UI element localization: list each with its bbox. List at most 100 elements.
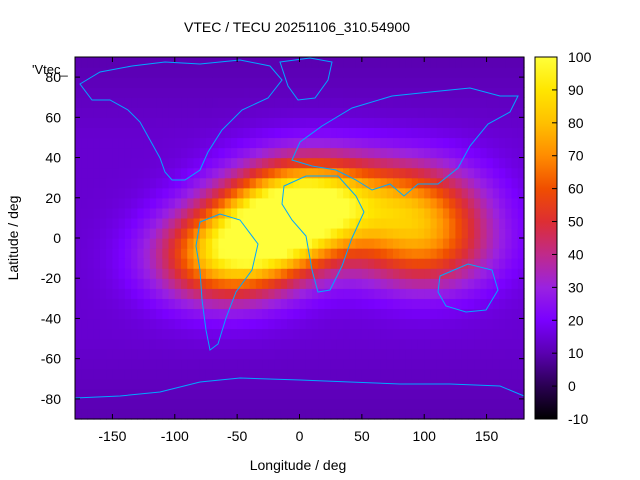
heatmap-cell — [311, 348, 319, 360]
heatmap-cell — [442, 258, 450, 269]
heatmap-cell — [467, 338, 475, 350]
heatmap-cell — [224, 97, 232, 108]
heatmap-cell — [255, 157, 263, 169]
heatmap-cell — [249, 338, 257, 350]
heatmap-cell — [517, 107, 525, 118]
heatmap-cell — [405, 117, 413, 128]
heatmap-cell — [87, 398, 95, 410]
heatmap-cell — [224, 298, 232, 309]
heatmap-cell — [305, 167, 313, 179]
africa-coast — [281, 175, 365, 293]
y-tick-label: 40 — [45, 150, 61, 166]
heatmap-cell — [380, 117, 388, 128]
heatmap-cell — [430, 207, 438, 219]
heatmap-cell — [486, 358, 494, 370]
heatmap-cell — [311, 157, 319, 169]
heatmap-cell — [174, 217, 182, 229]
heatmap-cell — [181, 338, 188, 350]
heatmap-cell — [293, 127, 301, 139]
heatmap-cell — [156, 248, 163, 259]
heatmap-cell — [287, 338, 294, 350]
heatmap-cell — [393, 248, 400, 259]
heatmap-cell — [205, 147, 213, 159]
heatmap-cell — [230, 157, 238, 169]
heatmap-cell — [187, 238, 195, 249]
heatmap-cell — [368, 278, 375, 289]
heatmap-cell — [187, 207, 195, 219]
heatmap-cell — [511, 177, 519, 189]
heatmap-cell — [305, 348, 313, 360]
heatmap-cell — [330, 368, 338, 380]
heatmap-cell — [374, 147, 382, 159]
heatmap-cell — [205, 197, 213, 209]
heatmap-cell — [355, 77, 363, 88]
heatmap-cell — [249, 177, 257, 189]
heatmap-cell — [212, 408, 220, 420]
heatmap-cell — [287, 107, 294, 118]
heatmap-cell — [405, 137, 413, 149]
heatmap-cell — [505, 368, 513, 380]
heatmap-cell — [361, 57, 369, 68]
heatmap-cell — [99, 87, 107, 98]
heatmap-cell — [255, 187, 263, 199]
heatmap-cell — [305, 147, 313, 159]
heatmap-cell — [87, 67, 95, 78]
heatmap-cell — [293, 77, 301, 88]
heatmap-cell — [162, 258, 170, 269]
heatmap-cell — [255, 348, 263, 360]
heatmap-cell — [224, 67, 232, 78]
heatmap-cell — [349, 217, 357, 229]
heatmap-cell — [411, 278, 419, 289]
heatmap-cell — [343, 127, 350, 139]
heatmap-cell — [162, 388, 170, 400]
heatmap-cell — [461, 388, 469, 400]
heatmap-cell — [499, 358, 506, 370]
heatmap-cell — [330, 398, 338, 410]
heatmap-cell — [181, 187, 188, 199]
heatmap-cell — [318, 227, 326, 239]
heatmap-cell — [124, 338, 132, 350]
heatmap-cell — [355, 107, 363, 118]
heatmap-cell — [118, 258, 126, 269]
heatmap-cell — [137, 187, 145, 199]
heatmap-cell — [118, 67, 126, 78]
heatmap-cell — [293, 207, 301, 219]
heatmap-cell — [162, 288, 170, 299]
heatmap-cell — [243, 137, 251, 149]
heatmap-cell — [268, 388, 276, 400]
heatmap-cell — [424, 328, 432, 340]
heatmap-cell — [237, 348, 244, 360]
heatmap-cell — [162, 298, 170, 309]
heatmap-cell — [262, 117, 269, 128]
heatmap-cell — [293, 348, 301, 360]
heatmap-cell — [336, 157, 344, 169]
heatmap-cell — [143, 147, 151, 159]
heatmap-cell — [106, 77, 114, 88]
heatmap-cell — [505, 328, 513, 340]
heatmap-cell — [174, 288, 182, 299]
heatmap-cell — [499, 147, 506, 159]
heatmap-cell — [149, 57, 157, 68]
heatmap-cell — [299, 187, 307, 199]
heatmap-cell — [118, 127, 126, 139]
heatmap-cell — [218, 268, 226, 279]
heatmap-cell — [249, 207, 257, 219]
heatmap-cell — [386, 217, 394, 229]
heatmap-cell — [486, 408, 494, 420]
heatmap-cell — [287, 288, 294, 299]
heatmap-cell — [118, 197, 126, 209]
heatmap-cell — [99, 318, 107, 330]
heatmap-cell — [374, 288, 382, 299]
heatmap-cell — [486, 268, 494, 279]
heatmap-cell — [361, 217, 369, 229]
heatmap-cell — [374, 388, 382, 400]
heatmap-cell — [81, 348, 89, 360]
heatmap-cell — [162, 328, 170, 340]
heatmap-cell — [268, 217, 276, 229]
heatmap-cell — [106, 258, 114, 269]
heatmap-cell — [274, 298, 282, 309]
heatmap-cell — [393, 77, 400, 88]
heatmap-cell — [299, 97, 307, 108]
heatmap-cell — [336, 298, 344, 309]
heatmap-cell — [430, 338, 438, 350]
